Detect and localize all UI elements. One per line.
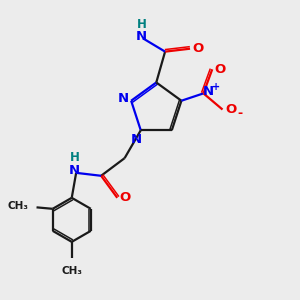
- Text: CH₃: CH₃: [7, 201, 28, 211]
- Text: N: N: [131, 133, 142, 146]
- Text: N: N: [203, 85, 214, 98]
- Text: +: +: [212, 82, 220, 92]
- Text: -: -: [237, 107, 242, 120]
- Text: O: O: [225, 103, 236, 116]
- Text: H: H: [137, 18, 146, 31]
- Text: O: O: [215, 63, 226, 76]
- Text: O: O: [193, 42, 204, 55]
- Text: N: N: [117, 92, 128, 105]
- Text: H: H: [70, 151, 80, 164]
- Text: N: N: [69, 164, 80, 177]
- Text: O: O: [120, 191, 131, 204]
- Text: CH₃: CH₃: [61, 266, 82, 276]
- Text: N: N: [136, 31, 147, 44]
